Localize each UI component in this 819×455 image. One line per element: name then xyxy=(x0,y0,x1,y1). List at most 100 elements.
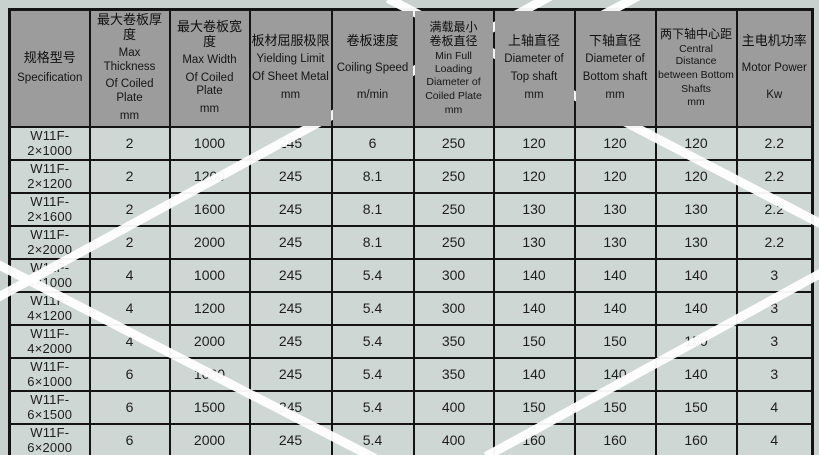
value-cell: 140 xyxy=(492,356,576,392)
value-cell: 140 xyxy=(492,290,576,326)
header-label-zh: 主电机功率 xyxy=(741,33,807,49)
value-cell: 245 xyxy=(248,158,333,194)
value-cell: 2000 xyxy=(168,224,251,260)
value-cell: 1500 xyxy=(168,389,251,425)
model-cell: W11F-2×1200 xyxy=(8,158,91,194)
column-header-6: 满载最小 卷板直径 Min Full Loading Diameter of Coile… xyxy=(412,8,495,128)
value-cell: 250 xyxy=(412,158,495,194)
value-cell: 5.4 xyxy=(330,356,415,392)
column-header-8: 下轴直径 Diameter of Bottom shaft mm xyxy=(573,8,657,128)
value-cell: 130 xyxy=(492,191,576,227)
column-header-10: 主电机功率 Motor Power Kw xyxy=(735,8,814,128)
value-cell: 140 xyxy=(654,257,738,293)
value-cell: 2.2 xyxy=(735,191,814,227)
specification-table: 规格型号 Specification 最大卷板厚度 Max Thickness Of C… xyxy=(8,8,814,455)
column-header-3: 最大卷板宽度 Max Width Of Coiled Plate mm xyxy=(168,8,251,128)
column-header-4: 板材屈服极限 Yielding Limit Of Sheet Metal mm xyxy=(248,8,333,128)
table-row: W11F-2×1600 2 1600 245 8.1 250 130 130 130 2.2 xyxy=(8,191,814,227)
header-label-en: mm xyxy=(280,88,301,101)
model-cell: W11F-6×1500 xyxy=(8,389,91,425)
header-label-en: between Bottom xyxy=(658,69,734,82)
value-cell: 300 xyxy=(412,257,495,293)
value-cell: 8.1 xyxy=(330,158,415,194)
table-header: 规格型号 Specification 最大卷板厚度 Max Thickness Of C… xyxy=(8,8,814,128)
header-label-zh: 最大卷板宽度 xyxy=(176,18,242,49)
header-label-en: mm xyxy=(119,110,140,123)
model-cell: W11F-6×1000 xyxy=(8,356,91,392)
value-cell: 140 xyxy=(492,257,576,293)
header-label-zh: 板材屈服极限 xyxy=(251,33,330,49)
value-cell: 400 xyxy=(412,422,495,455)
header-label-en: m/min xyxy=(356,88,389,101)
value-cell: 6 xyxy=(88,356,171,392)
header-label-en: mm xyxy=(687,96,705,109)
header-label-en: Max Width xyxy=(182,53,237,66)
table-row: W11F-6×2000 6 2000 245 5.4 400 160 160 160 4 xyxy=(8,422,814,455)
value-cell: 160 xyxy=(654,422,738,455)
value-cell: 6 xyxy=(330,125,415,161)
value-cell: 1000 xyxy=(168,125,251,161)
header-label-zh: 下轴直径 xyxy=(588,33,641,49)
column-header-9: 两下轴中心距 Central Distance between Bottom Shaf… xyxy=(654,8,738,128)
value-cell: 4 xyxy=(735,422,814,455)
table-row: W11F-2×1000 2 1000 245 6 250 120 120 120 2.2 xyxy=(8,125,814,161)
value-cell: 120 xyxy=(492,125,576,161)
value-cell: 2.2 xyxy=(735,224,814,260)
value-cell: 150 xyxy=(573,323,657,359)
header-row: 规格型号 Specification 最大卷板厚度 Max Thickness Of C… xyxy=(8,8,814,128)
value-cell: 5.4 xyxy=(330,389,415,425)
value-cell: 350 xyxy=(412,356,495,392)
value-cell: 300 xyxy=(412,290,495,326)
value-cell: 3 xyxy=(735,257,814,293)
value-cell: 250 xyxy=(412,125,495,161)
value-cell: 1200 xyxy=(168,290,251,326)
header-label-en: mm xyxy=(605,88,625,101)
value-cell: 245 xyxy=(248,191,333,227)
value-cell: 245 xyxy=(248,257,333,293)
header-label-zh: 规格型号 xyxy=(23,50,76,66)
value-cell: 4 xyxy=(735,389,814,425)
value-cell: 3 xyxy=(735,323,814,359)
value-cell: 250 xyxy=(412,224,495,260)
value-cell: 120 xyxy=(573,158,657,194)
value-cell: 4 xyxy=(88,290,171,326)
value-cell: 3 xyxy=(735,356,814,392)
value-cell: 2000 xyxy=(168,422,251,455)
value-cell: 120 xyxy=(492,158,576,194)
header-label-zh: 卷板速度 xyxy=(346,33,399,49)
value-cell: 130 xyxy=(492,224,576,260)
value-cell: 4 xyxy=(88,257,171,293)
value-cell: 400 xyxy=(412,389,495,425)
table-row: W11F-2×2000 2 2000 245 8.1 250 130 130 130 2.2 xyxy=(8,224,814,260)
header-label-en: Specification xyxy=(17,72,83,84)
table-row: W11F-4×1200 4 1200 245 5.4 300 140 140 140 3 xyxy=(8,290,814,326)
header-label-en: Bottom shaft xyxy=(582,71,648,83)
header-label-en: Max Thickness xyxy=(103,46,156,73)
value-cell: 2 xyxy=(88,224,171,260)
value-cell: 2 xyxy=(88,125,171,161)
header-label-en: Coiling Speed xyxy=(336,62,409,75)
value-cell: 250 xyxy=(412,191,495,227)
table-row: W11F-6×1500 6 1500 245 5.4 400 150 150 150 4 xyxy=(8,389,814,425)
column-header-5: 卷板速度 Coiling Speed m/min xyxy=(330,8,415,128)
value-cell: 160 xyxy=(573,422,657,455)
value-cell: 5.4 xyxy=(330,290,415,326)
value-cell: 130 xyxy=(573,224,657,260)
header-label-en: Motor Power xyxy=(741,62,807,75)
header-label-en: Diameter of xyxy=(426,76,481,89)
header-label-en: mm xyxy=(444,103,463,116)
value-cell: 245 xyxy=(248,356,333,392)
value-cell: 245 xyxy=(248,290,333,326)
value-cell: 2.2 xyxy=(735,125,814,161)
model-cell: W11F-6×2000 xyxy=(8,422,91,455)
header-label-zh: 卷板直径 xyxy=(429,34,478,49)
value-cell: 245 xyxy=(248,323,333,359)
header-label-en: Central Distance xyxy=(675,42,717,68)
header-label-en: Kw xyxy=(766,88,783,101)
header-label-en: mm xyxy=(199,103,220,116)
value-cell: 6 xyxy=(88,422,171,455)
header-label-en: Of Sheet Metal xyxy=(252,71,329,83)
